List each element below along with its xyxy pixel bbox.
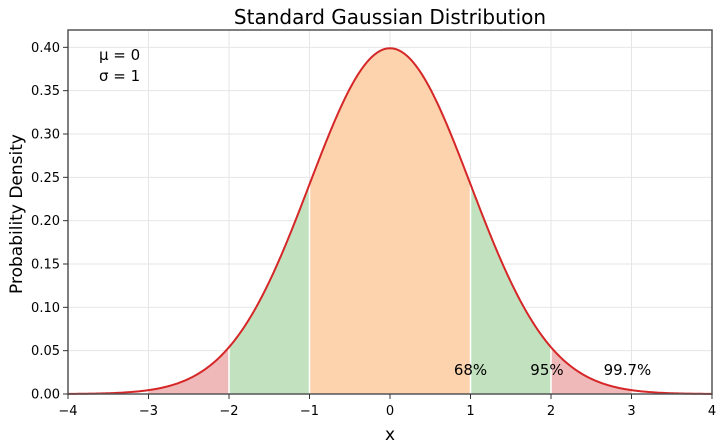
x-tick-label: −3 [139,404,158,419]
x-tick-label: 3 [627,404,635,419]
y-tick-label: 0.05 [31,344,60,359]
chart-title: Standard Gaussian Distribution [234,5,546,29]
y-tick-label: 0.00 [31,388,60,403]
y-tick-label: 0.25 [31,171,60,186]
density-curve [67,47,713,395]
x-tick-label: −1 [300,404,319,419]
sigma-dividers [228,184,552,394]
y-tick-label: 0.30 [31,128,60,143]
sigma-label: σ = 1 [99,67,140,85]
x-axis-label: x [385,425,395,445]
y-tick-label: 0.40 [31,41,60,56]
x-tick-label: −4 [58,404,77,419]
x-tick-label: 1 [466,404,474,419]
percent-annotations: 68% 95% 99.7% [454,361,651,379]
x-tick-label: 0 [386,404,394,419]
y-axis-ticks: 0.00 0.05 0.10 0.15 0.20 0.25 0.30 0.35 0.40 [31,41,68,403]
shaded-region [309,48,471,394]
shaded-region [148,347,229,394]
percent-annotation: 95% [530,361,563,379]
x-tick-label: 4 [708,404,716,419]
x-tick-label: −2 [219,404,238,419]
y-tick-label: 0.20 [31,214,60,229]
y-axis-label: Probability Density [7,134,27,294]
percent-annotation: 99.7% [604,361,652,379]
y-tick-label: 0.15 [31,258,60,273]
shaded-region [551,347,632,394]
y-tick-label: 0.35 [31,84,60,99]
percent-annotation: 68% [454,361,487,379]
mu-label: μ = 0 [99,46,140,64]
x-tick-label: 2 [547,404,555,419]
y-tick-label: 0.10 [31,301,60,316]
x-axis-ticks: −4 −3 −2 −1 0 1 2 3 4 [58,394,716,419]
